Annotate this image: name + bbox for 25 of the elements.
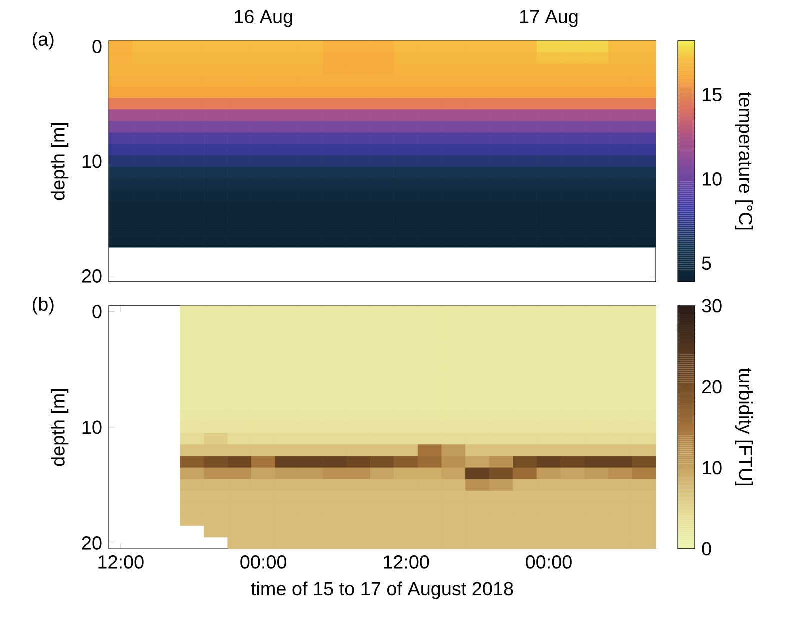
x-axis-title: time of 15 to 17 of August 2018 [251, 582, 514, 600]
x-tick-label: 00:00 [526, 555, 572, 569]
color-bar-title: turbidity [FTU] [735, 368, 754, 486]
y-tick-label: 20 [82, 536, 102, 550]
x-tick-label: 12:00 [384, 555, 430, 569]
y-tick-label: 10 [82, 420, 102, 434]
color-bar-label: 30 [702, 299, 722, 313]
y-axis-title: depth [m] [50, 123, 69, 200]
text: (b) [32, 297, 54, 315]
y-axis-title: depth [m] [50, 389, 69, 466]
y-tick-label: 10 [82, 154, 102, 168]
color-bar-label: 10 [702, 172, 722, 186]
y-tick-label: 0 [92, 305, 102, 318]
color-bar-label: 5 [702, 256, 712, 270]
color-bar-label: 10 [702, 461, 722, 475]
color-bar-label: 0 [702, 542, 712, 556]
color-bar-label: 15 [702, 88, 722, 102]
y-tick-label: 0 [92, 40, 102, 54]
x-tick-label: 00:00 [240, 555, 287, 569]
x-tick-label: 12:00 [98, 555, 144, 569]
text: (a) [32, 32, 54, 50]
text: 16 Aug [235, 10, 292, 28]
color-bar-label: 20 [702, 380, 722, 394]
color-bar-title: temperature [°C] [735, 92, 754, 230]
text: 17 Aug [520, 10, 578, 28]
